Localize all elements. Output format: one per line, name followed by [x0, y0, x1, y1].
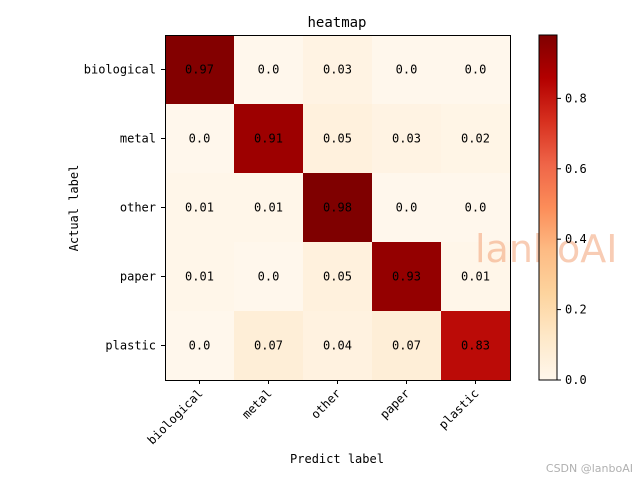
- y-tick-label: other: [120, 201, 156, 215]
- heatmap-cell: [441, 311, 511, 381]
- heatmap-cell: [441, 242, 511, 312]
- heatmap-cell: [303, 242, 373, 312]
- heatmap-cell: [372, 104, 442, 174]
- heatmap-cell: [234, 311, 304, 381]
- cell-value-label: 0.05: [323, 270, 352, 284]
- x-axis: biological metal other paper plastic: [145, 380, 482, 447]
- heatmap-cell: [303, 104, 373, 174]
- cell-value-label: 0.0: [465, 201, 487, 215]
- y-axis: biological metal other paper plastic: [84, 63, 165, 353]
- cell-value-label: 0.93: [392, 270, 421, 284]
- heatmap-cell: [372, 311, 442, 381]
- colorbar-tick-label: 0.2: [565, 303, 587, 317]
- heatmap-cell: [234, 173, 304, 243]
- heatmap-cell: [441, 173, 511, 243]
- watermark-credit: CSDN @lanboAI: [546, 462, 633, 475]
- cell-value-label: 0.0: [396, 63, 418, 77]
- colorbar-ticks: 0.0 0.2 0.4 0.6 0.8: [557, 91, 587, 387]
- x-axis-label: Predict label: [290, 452, 384, 466]
- y-tick-label: paper: [120, 270, 156, 284]
- heatmap-cell: [372, 173, 442, 243]
- cell-value-label: 0.0: [189, 132, 211, 146]
- cell-value-label: 0.03: [323, 63, 352, 77]
- cell-value-label: 0.07: [254, 339, 283, 353]
- heatmap-cell: [372, 35, 442, 105]
- cell-value-label: 0.97: [185, 63, 214, 77]
- cell-value-label: 0.0: [258, 63, 280, 77]
- heatmap-cell: [303, 311, 373, 381]
- cell-value-label: 0.07: [392, 339, 421, 353]
- heatmap-cell: [165, 311, 235, 381]
- colorbar-tick-label: 0.0: [565, 373, 587, 387]
- colorbar-tick-label: 0.6: [565, 162, 587, 176]
- cell-value-label: 0.83: [461, 339, 490, 353]
- heatmap-cell: [372, 242, 442, 312]
- heatmap-cell: [165, 104, 235, 174]
- x-tick-label: biological: [145, 386, 206, 447]
- cell-value-label: 0.98: [323, 201, 352, 215]
- heatmap-cell: [165, 173, 235, 243]
- cell-value-label: 0.02: [461, 132, 490, 146]
- cell-value-label: 0.04: [323, 339, 352, 353]
- heatmap-cell: [303, 173, 373, 243]
- heatmap-cell: [234, 242, 304, 312]
- cell-value-label: 0.0: [465, 63, 487, 77]
- cell-value-label: 0.0: [189, 339, 211, 353]
- cell-value-label: 0.0: [396, 201, 418, 215]
- y-axis-label: Actual label: [67, 165, 81, 252]
- cell-value-label: 0.03: [392, 132, 421, 146]
- cell-value-label: 0.0: [258, 270, 280, 284]
- colorbar: [538, 34, 558, 381]
- cell-value-label: 0.91: [254, 132, 283, 146]
- y-tick-label: plastic: [105, 339, 156, 353]
- heatmap-cell: [234, 104, 304, 174]
- x-tick-label: plastic: [436, 386, 482, 432]
- colorbar-tick-label: 0.4: [565, 232, 587, 246]
- cell-value-label: 0.01: [254, 201, 283, 215]
- cell-value-label: 0.05: [323, 132, 352, 146]
- cell-value-label: 0.01: [185, 270, 214, 284]
- heatmap-cells: [165, 35, 511, 381]
- x-tick-label: paper: [377, 386, 412, 421]
- heatmap-cell: [441, 35, 511, 105]
- heatmap-cell: [303, 35, 373, 105]
- cell-value-label: 0.01: [185, 201, 214, 215]
- heatmap-cell: [234, 35, 304, 105]
- colorbar-tick-label: 0.8: [565, 91, 587, 105]
- y-tick-label: metal: [120, 132, 156, 146]
- heatmap-value-labels: 0.97 0.0 0.03 0.0 0.0 0.0 0.91 0.05 0.03 0.02 0.01…: [185, 63, 490, 353]
- chart-title: heatmap: [307, 15, 366, 31]
- x-tick-label: metal: [239, 386, 274, 421]
- heatmap-cell: [165, 242, 235, 312]
- heatmap-cell: [441, 104, 511, 174]
- y-tick-label: biological: [84, 63, 156, 77]
- heatmap-cell: [165, 35, 235, 105]
- x-tick-label: other: [308, 386, 343, 421]
- cell-value-label: 0.01: [461, 270, 490, 284]
